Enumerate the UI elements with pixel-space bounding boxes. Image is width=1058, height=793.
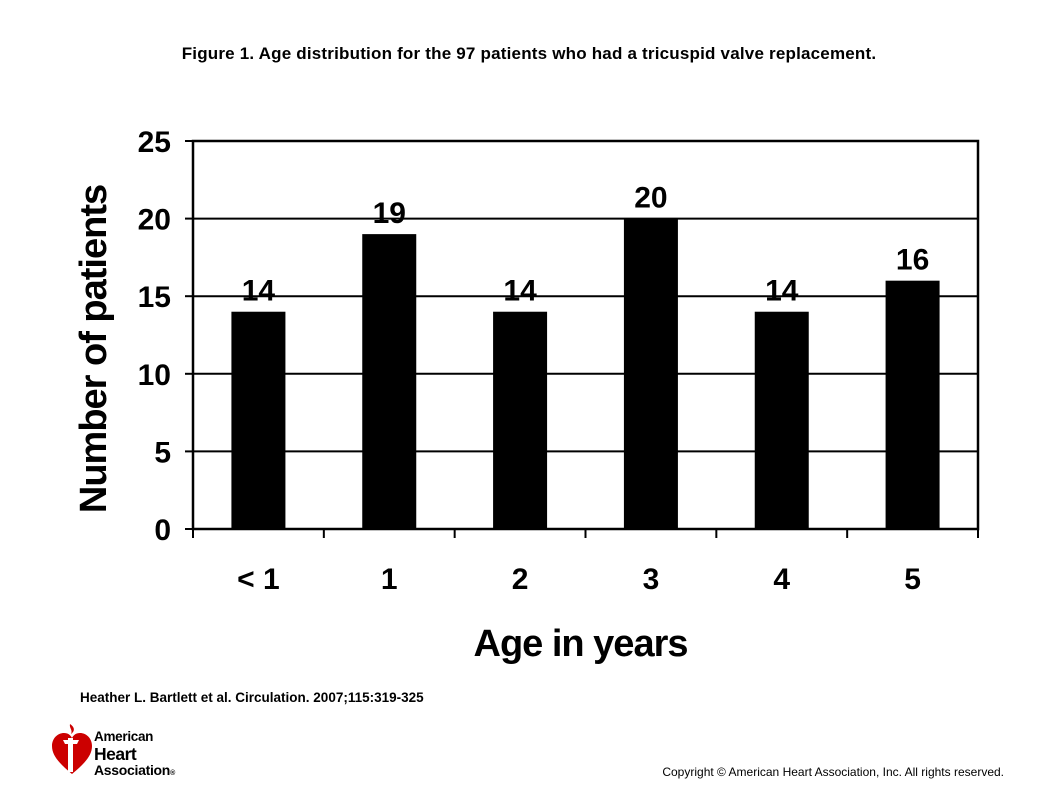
bar: [362, 234, 417, 529]
aha-logo: American Heart Association®: [50, 720, 210, 782]
x-tick-label: < 1: [237, 563, 280, 596]
data-label: 16: [896, 244, 929, 277]
y-tick-label: 20: [138, 204, 171, 237]
bar: [885, 280, 940, 529]
bar: [231, 311, 286, 529]
heart-torch-icon: [52, 724, 92, 774]
bar: [754, 311, 809, 529]
data-label: 14: [242, 275, 276, 308]
citation: Heather L. Bartlett et al. Circulation. …: [80, 690, 424, 705]
x-tick-label: 4: [773, 563, 790, 596]
y-axis-label: Number of patients: [73, 185, 115, 513]
x-axis-label: Age in years: [474, 623, 688, 665]
x-tick-label: 3: [643, 563, 660, 596]
copyright-notice: Copyright © American Heart Association, …: [662, 765, 1004, 779]
y-tick-label: 15: [138, 281, 171, 314]
bar-chart: 0 5 10 15 20 25 14 < 1 19 1 14 2 20 3 14 4 16 5 Age in yea…: [73, 126, 980, 665]
data-label: 20: [634, 182, 667, 215]
data-label: 19: [373, 197, 406, 230]
bar: [493, 311, 548, 529]
y-tick-label: 10: [138, 359, 171, 392]
data-label: 14: [765, 275, 799, 308]
y-tick-label: 0: [154, 514, 171, 547]
x-tick-label: 2: [512, 563, 529, 596]
bar: [623, 218, 678, 529]
figure-title: Figure 1. Age distribution for the 97 pa…: [181, 44, 877, 63]
data-label: 14: [503, 275, 537, 308]
y-tick-label: 25: [138, 126, 171, 159]
y-tick-label: 5: [154, 436, 171, 469]
logo-line-2: Heart: [94, 744, 137, 764]
x-tick-label: 1: [381, 563, 398, 596]
logo-registered-mark: ®: [170, 770, 175, 777]
plot-frame: [191, 139, 980, 531]
logo-line-1: American: [94, 729, 154, 744]
logo-line-3: Association: [94, 762, 171, 778]
x-tick-label: 5: [904, 563, 921, 596]
